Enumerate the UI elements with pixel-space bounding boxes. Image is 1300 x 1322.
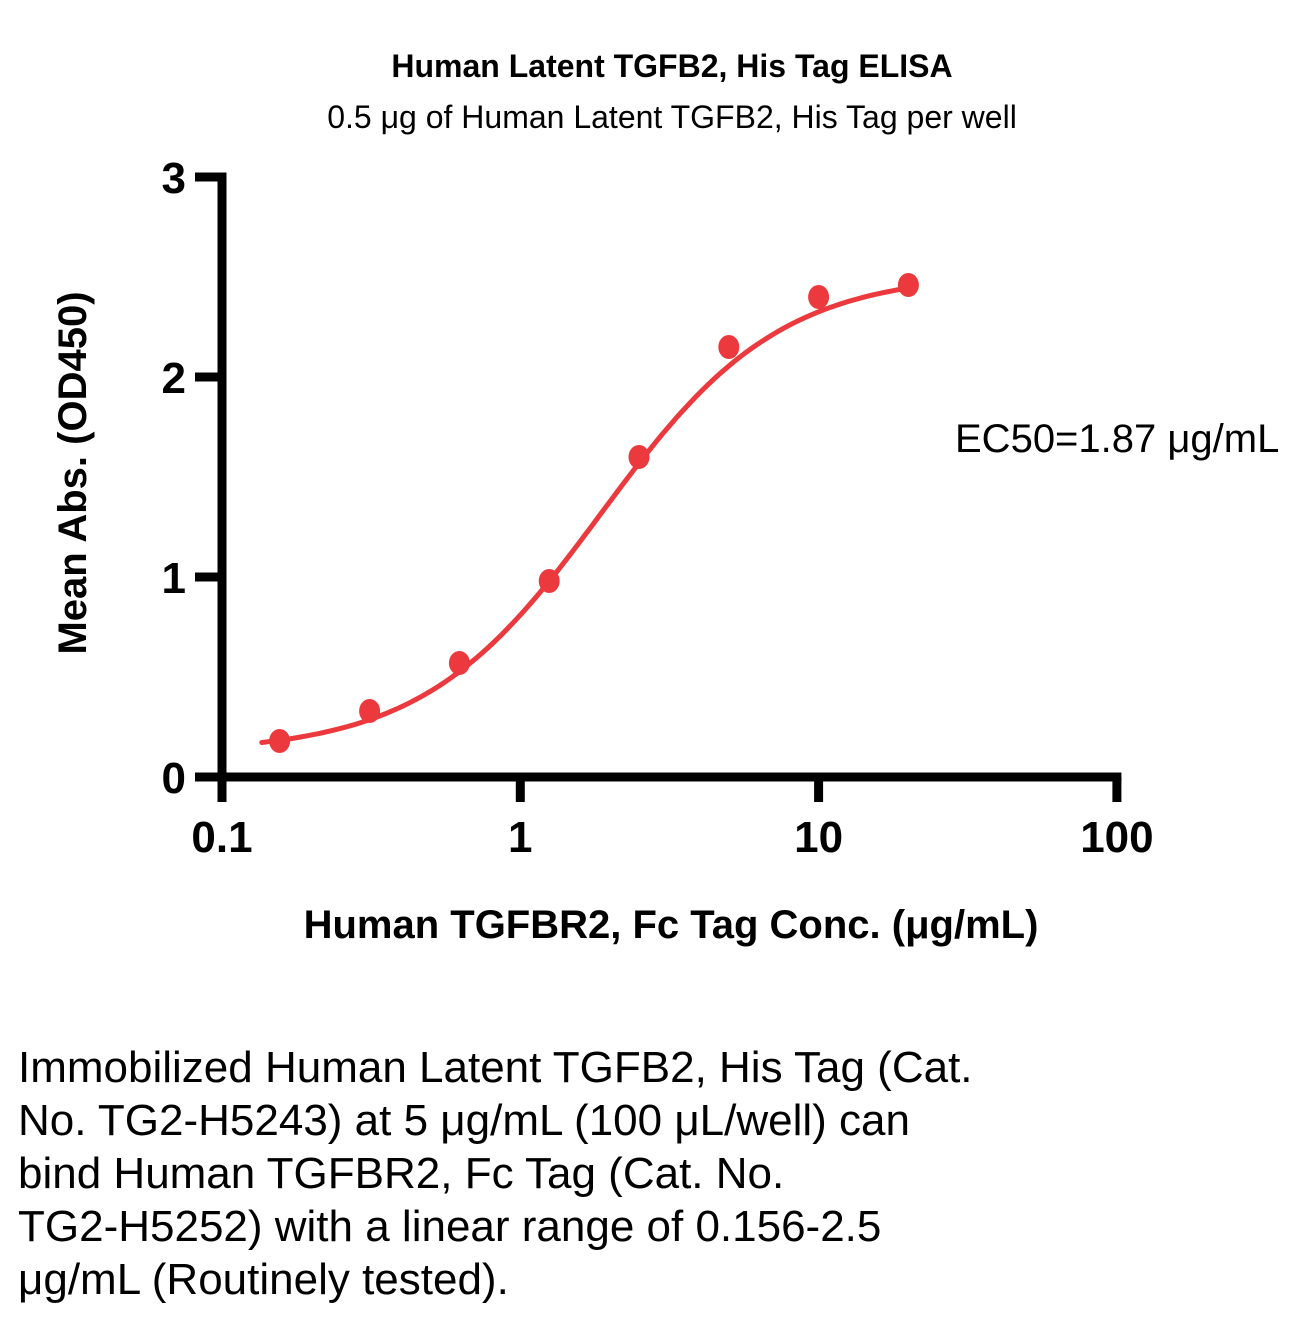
data-point (359, 699, 381, 723)
data-point (628, 445, 650, 469)
ec50-annotation: EC50=1.87 μg/mL (955, 417, 1279, 461)
y-axis-tick-label: 0 (162, 754, 186, 803)
y-axis-title: Mean Abs. (OD450) (51, 291, 95, 654)
data-point (808, 285, 830, 309)
x-axis-tick-label: 1 (508, 813, 532, 862)
caption-line-4: TG2-H5252) with a linear range of 0.156-… (18, 1202, 882, 1251)
figure-caption: Immobilized Human Latent TGFB2, His Tag … (18, 1041, 973, 1306)
elisa-binding-chart: Mean Abs. (OD450) Human TGFBR2, Fc Tag C… (51, 154, 1279, 947)
data-point (538, 569, 560, 593)
data-point (448, 651, 470, 675)
data-point (718, 335, 740, 359)
chart-subtitle: 0.5 μg of Human Latent TGFB2, His Tag pe… (327, 99, 1017, 135)
caption-line-5: μg/mL (Routinely tested). (18, 1255, 509, 1304)
y-axis-tick-label: 3 (162, 154, 186, 203)
caption-line-1: Immobilized Human Latent TGFB2, His Tag … (18, 1043, 973, 1092)
fit-curve (259, 285, 911, 745)
caption-line-3: bind Human TGFBR2, Fc Tag (Cat. No. (18, 1149, 785, 1198)
x-axis-title: Human TGFBR2, Fc Tag Conc. (μg/mL) (304, 903, 1039, 947)
y-axis-tick-label: 1 (162, 554, 186, 603)
data-point (897, 273, 919, 297)
caption-line-2: No. TG2-H5243) at 5 μg/mL (100 μL/well) … (18, 1096, 910, 1145)
y-axis-tick-label: 2 (162, 354, 186, 403)
x-axis-tick-label: 10 (794, 813, 843, 862)
x-axis-tick-label: 0.1 (191, 813, 252, 862)
chart-title: Human Latent TGFB2, His Tag ELISA (391, 48, 953, 84)
x-axis-tick-label: 100 (1080, 813, 1153, 862)
data-point (269, 729, 291, 753)
